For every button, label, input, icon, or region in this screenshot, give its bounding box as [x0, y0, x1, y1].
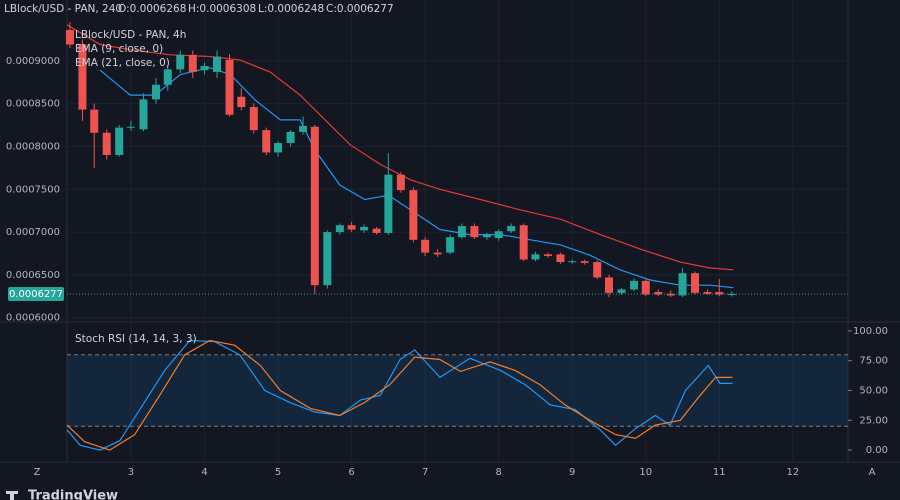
candle-body [556, 254, 565, 263]
legend-entry[interactable]: EMA (21, close, 0) [75, 57, 170, 69]
candle-body [446, 237, 455, 253]
ohlc-open: O:0.0006268 [118, 3, 186, 15]
x-tick-label: 9 [569, 467, 575, 478]
stoch-band [67, 354, 848, 427]
candle-body [102, 132, 111, 156]
candle-body [666, 293, 675, 296]
x-tick-label: 11 [713, 467, 726, 478]
x-tick-label: 8 [495, 467, 501, 478]
candle-body [90, 109, 99, 133]
indicator-title[interactable]: Stoch RSI (14, 14, 3, 3) [75, 333, 197, 345]
auto-scale-button[interactable]: A [869, 467, 876, 478]
candle-body [310, 126, 319, 286]
y-tick-label: 0.0007000 [6, 227, 60, 238]
candle-body [507, 226, 516, 232]
candle-body [237, 96, 246, 108]
candle-body [470, 226, 479, 238]
y-tick-label: 0.0006000 [6, 313, 60, 324]
x-tick-label: 3 [128, 467, 134, 478]
y-tick-label: 75.00 [859, 356, 888, 367]
x-tick-label: 12 [786, 467, 799, 478]
candle-body [299, 125, 308, 132]
candle-body [335, 225, 344, 233]
y-tick-label: 25.00 [859, 415, 888, 426]
x-tick-label: 7 [422, 467, 428, 478]
candle-body [457, 226, 466, 238]
candle-body [126, 126, 135, 128]
candle-body [531, 254, 540, 260]
current-price-box [8, 286, 64, 301]
x-tick-label: 10 [639, 467, 652, 478]
y-tick-label: 0.0008500 [6, 99, 60, 110]
candle-body [703, 292, 712, 294]
candle-body [409, 190, 418, 240]
candle-body [274, 143, 283, 153]
candle-body [360, 226, 369, 231]
y-tick-label: 0.0006500 [6, 270, 60, 281]
indicator-line [66, 339, 733, 451]
candle-body [727, 293, 736, 295]
candle-body [482, 234, 491, 238]
ohlc-high: H:0.0006308 [188, 3, 256, 15]
candle-body [286, 131, 295, 144]
candle-body [188, 54, 197, 72]
y-tick-label: 50.00 [859, 386, 888, 397]
candle-body [151, 84, 160, 100]
candle-body [372, 228, 381, 233]
ohlc-close: C:0.0006277 [326, 3, 394, 15]
candle-body [593, 262, 602, 278]
ohlc-low: L:0.0006248 [258, 3, 324, 15]
candle-body [604, 277, 613, 293]
candle-body [396, 174, 405, 191]
y-tick-label: 0.0008000 [6, 141, 60, 152]
candle-body [323, 232, 332, 286]
candle-body [691, 273, 700, 293]
x-tick-label: 5 [275, 467, 281, 478]
x-tick-label: 4 [201, 467, 207, 478]
candle-body [225, 59, 234, 115]
candle-body [580, 261, 589, 263]
candle-body [421, 239, 430, 253]
candle-body [115, 127, 124, 156]
y-tick-label: 0.0009000 [6, 56, 60, 67]
candle-body [715, 292, 724, 295]
candle-body [200, 65, 209, 71]
candle-body [65, 29, 74, 45]
candle-body [543, 254, 552, 257]
y-tick-label: 0.00 [866, 445, 888, 456]
candle-body [347, 225, 356, 230]
y-tick-label: 100.00 [853, 326, 888, 337]
candle-body [213, 56, 222, 72]
legend-entry[interactable]: EMA (9, close, 0) [75, 43, 163, 55]
candle-body [249, 107, 258, 131]
candle-body [139, 99, 148, 130]
candle-body [433, 252, 442, 255]
x-tick-label: 6 [348, 467, 354, 478]
candle-body [641, 280, 650, 295]
candle-body [494, 231, 503, 239]
candle-body [262, 130, 271, 153]
candle-body [384, 174, 393, 233]
plot-layer: 0.0006000 0.0006500 0.0007000 0.0007500 0.00… [6, 0, 888, 478]
candle-body [176, 54, 185, 70]
timezone-button[interactable]: Z [34, 467, 41, 478]
candle-body [163, 69, 172, 85]
candle-body [617, 289, 626, 293]
current-price-label: 0.0006277 [9, 289, 63, 300]
candle-body [519, 225, 528, 260]
candle-body [568, 261, 577, 263]
candle-body [654, 292, 663, 295]
symbol: LBlock/USD - PAN, 240 [4, 3, 122, 15]
candle-body [629, 280, 638, 290]
indicator-line [66, 339, 733, 451]
legend-title[interactable]: LBlock/USD - PAN, 4h [75, 29, 186, 41]
y-tick-label: 0.0007500 [6, 184, 60, 195]
brand-logo [6, 491, 18, 500]
brand: TradingView [28, 489, 118, 500]
candle-body [678, 273, 687, 296]
candle-body [78, 44, 87, 110]
